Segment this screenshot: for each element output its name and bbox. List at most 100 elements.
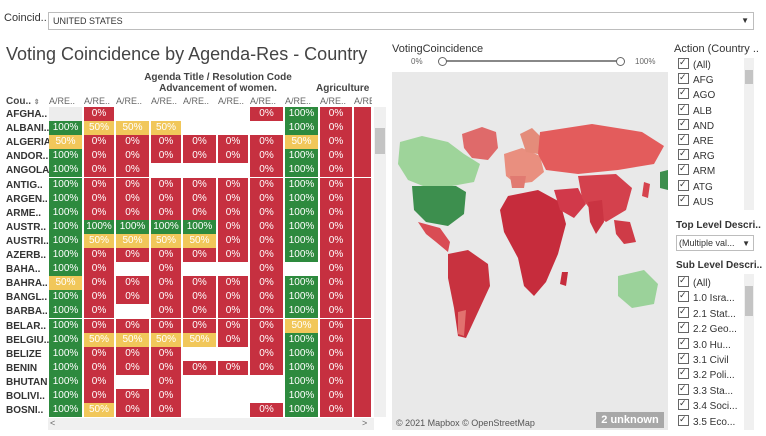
coincidence-cell[interactable]: 0%: [183, 135, 216, 150]
coincidence-cell[interactable]: 100%: [285, 205, 318, 220]
table-row[interactable]: ALGERIA 50% 0% 0% 0% 0% 0% 0% 50% 0%: [0, 135, 372, 150]
table-row[interactable]: BOLIVI.. 100% 0% 0% 0% 100% 0%: [0, 389, 372, 404]
coincidence-cell[interactable]: 0%: [218, 248, 248, 262]
coincidence-cell[interactable]: 100%: [49, 233, 82, 248]
coincidence-cell[interactable]: [354, 191, 371, 206]
country-name[interactable]: BELAR..: [6, 320, 46, 332]
table-row[interactable]: ARME.. 100% 0% 0% 0% 0% 0% 0% 100% 0%: [0, 205, 372, 221]
coincidence-cell[interactable]: 0%: [218, 290, 248, 305]
chevron-down-icon[interactable]: ▼: [742, 239, 750, 248]
coincidence-cell[interactable]: 100%: [285, 304, 318, 319]
coincidence-cell[interactable]: 50%: [49, 276, 82, 291]
table-row[interactable]: ALBANI.. 100% 50% 50% 50% 100% 0%: [0, 121, 372, 136]
coincidence-cell[interactable]: 0%: [116, 346, 149, 361]
coincidence-cell[interactable]: 50%: [84, 121, 114, 136]
coincidence-cell[interactable]: [354, 149, 371, 164]
coincidence-cell[interactable]: [354, 135, 371, 150]
coincidence-cell[interactable]: 50%: [84, 332, 114, 347]
coincidence-cell[interactable]: 0%: [84, 304, 114, 319]
coincidence-cell[interactable]: 0%: [116, 135, 149, 150]
top-level-select[interactable]: (Multiple val... ▼: [676, 235, 754, 251]
coincidence-cell[interactable]: [354, 389, 371, 403]
coincidence-cell[interactable]: 100%: [49, 360, 82, 375]
country-name[interactable]: BOSNI..: [6, 405, 44, 417]
table-row[interactable]: ANGOLA 100% 0% 0% 0% 100% 0%: [0, 163, 372, 178]
coincidence-cell[interactable]: 50%: [285, 318, 318, 333]
coincidence-cell[interactable]: 50%: [116, 233, 149, 248]
sort-icon[interactable]: ⇕: [33, 99, 40, 106]
sub-level-checkbox[interactable]: 2.2 Geo...: [678, 320, 766, 336]
coincidence-cell[interactable]: 0%: [218, 205, 248, 220]
table-row[interactable]: AFGHA.. 0% 0% 100% 0%: [0, 107, 372, 122]
coincidence-cell[interactable]: 50%: [84, 233, 114, 248]
coincidence-cell[interactable]: [250, 374, 283, 389]
coincidence-cell[interactable]: 0%: [218, 360, 248, 375]
coincidence-cell[interactable]: 0%: [218, 219, 248, 234]
country-name[interactable]: BARBA..: [6, 306, 48, 318]
coincidence-country-select[interactable]: UNITED STATES ▼: [48, 12, 754, 30]
table-vertical-scroll-thumb[interactable]: [375, 128, 385, 154]
legend-range-slider[interactable]: [441, 60, 621, 62]
coincidence-cell[interactable]: [49, 107, 82, 121]
coincidence-cell[interactable]: 0%: [84, 262, 114, 277]
coincidence-cell[interactable]: [354, 346, 371, 361]
world-map[interactable]: [392, 72, 668, 430]
coincidence-cell[interactable]: 0%: [116, 149, 149, 164]
coincidence-cell[interactable]: 0%: [250, 149, 283, 164]
checkbox-icon[interactable]: [678, 147, 689, 161]
resolution-column-header[interactable]: A/RE..: [49, 96, 76, 106]
coincidence-cell[interactable]: [354, 248, 371, 262]
resolution-column-header[interactable]: A/RE..: [84, 96, 111, 106]
resolution-column-header[interactable]: A/RE..: [285, 96, 312, 106]
coincidence-cell[interactable]: [354, 360, 371, 375]
coincidence-cell[interactable]: 0%: [320, 262, 352, 277]
checkbox-icon[interactable]: [678, 320, 689, 334]
coincidence-cell[interactable]: 0%: [151, 360, 181, 375]
coincidence-cell[interactable]: 100%: [49, 318, 82, 333]
coincidence-cell[interactable]: 0%: [84, 346, 114, 361]
coincidence-cell[interactable]: 0%: [320, 360, 352, 375]
coincidence-cell[interactable]: 0%: [250, 403, 283, 417]
resolution-column-header[interactable]: A/RE..: [320, 96, 347, 106]
table-row[interactable]: BARBA.. 100% 0% 0% 0% 0% 0% 100% 0%: [0, 304, 372, 319]
coincidence-cell[interactable]: 0%: [218, 233, 248, 248]
coincidence-cell[interactable]: 0%: [84, 191, 114, 206]
checkbox-icon[interactable]: [678, 117, 689, 130]
coincidence-cell[interactable]: 0%: [250, 205, 283, 220]
table-row[interactable]: BELAR.. 100% 0% 0% 0% 0% 0% 0% 50% 0%: [0, 318, 372, 334]
action-country-checkbox[interactable]: ARE: [678, 132, 766, 148]
country-name[interactable]: ANTIG..: [6, 179, 43, 191]
action-country-checkbox[interactable]: ARM: [678, 162, 766, 178]
country-name[interactable]: BENIN: [6, 362, 38, 374]
coincidence-cell[interactable]: 0%: [151, 276, 181, 291]
scroll-left-icon[interactable]: <: [50, 418, 56, 428]
coincidence-cell[interactable]: 100%: [285, 290, 318, 305]
coincidence-cell[interactable]: 0%: [250, 360, 283, 375]
coincidence-cell[interactable]: 0%: [320, 374, 352, 389]
coincidence-cell[interactable]: [116, 304, 149, 319]
coincidence-cell[interactable]: [354, 205, 371, 220]
table-row[interactable]: BHUTAN 100% 0% 0% 100% 0%: [0, 374, 372, 390]
checkbox-icon[interactable]: [678, 71, 689, 85]
coincidence-cell[interactable]: [354, 262, 371, 277]
coincidence-cell[interactable]: 100%: [49, 403, 82, 417]
coincidence-cell[interactable]: 0%: [320, 346, 352, 361]
coincidence-cell[interactable]: 100%: [285, 389, 318, 403]
coincidence-cell[interactable]: 100%: [49, 205, 82, 220]
coincidence-cell[interactable]: 100%: [49, 191, 82, 206]
checkbox-icon[interactable]: [678, 289, 689, 303]
coincidence-cell[interactable]: [116, 262, 149, 277]
coincidence-cell[interactable]: 0%: [151, 304, 181, 319]
coincidence-cell[interactable]: 0%: [218, 276, 248, 291]
checkbox-icon[interactable]: [678, 382, 689, 395]
action-filter-scroll-thumb[interactable]: [745, 70, 753, 84]
sub-level-checkbox[interactable]: 3.1 Civil: [678, 351, 766, 367]
table-row[interactable]: AUSTRI.. 100% 50% 50% 50% 50% 0% 0% 100% 0%: [0, 233, 372, 249]
coincidence-cell[interactable]: 0%: [183, 205, 216, 220]
coincidence-cell[interactable]: 0%: [84, 389, 114, 403]
coincidence-cell[interactable]: 100%: [49, 163, 82, 178]
chevron-down-icon[interactable]: ▼: [741, 16, 749, 25]
coincidence-cell[interactable]: 0%: [218, 149, 248, 164]
coincidence-cell[interactable]: [354, 332, 371, 347]
coincidence-cell[interactable]: 0%: [84, 107, 114, 121]
